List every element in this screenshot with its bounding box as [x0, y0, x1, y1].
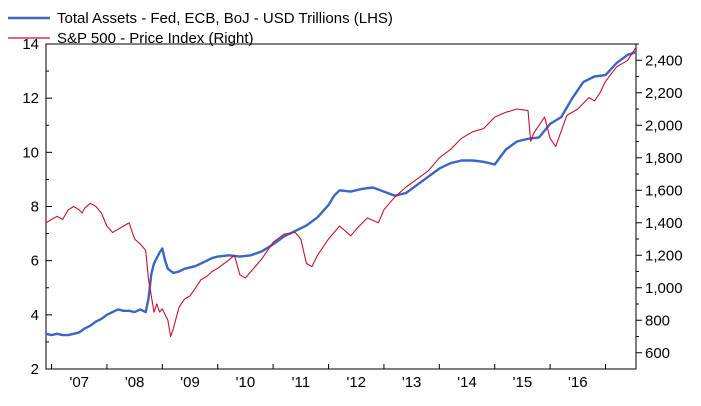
x-axis-tick-label: '12 [346, 374, 366, 391]
right-axis: 600 800 1,000 1,200 1,400 1,600 1,800 2,000 2,20… [636, 43, 683, 362]
series-line-sp500 [45, 47, 637, 338]
legend: Total Assets - Fed, ECB, BoJ - USD Trill… [8, 10, 393, 47]
series-layer [45, 47, 637, 338]
right-axis-tick-label: 1,400 [645, 215, 683, 232]
right-axis-tick-label: 1,800 [645, 150, 683, 167]
x-axis-tick-label: '14 [457, 374, 477, 391]
right-axis-tick-label: 1,200 [645, 247, 683, 264]
x-axis-tick-label: '09 [180, 374, 200, 391]
series-line-total-assets [45, 50, 637, 337]
left-axis-tick-label: 10 [22, 144, 39, 161]
x-axis: '07 '08 '09 '10 '11 '12 '13 '14 '15 '16 [51, 364, 607, 391]
right-axis-tick-label: 1,000 [645, 280, 683, 297]
left-axis-tick-label: 2 [31, 361, 39, 378]
plot-frame [45, 43, 637, 370]
x-axis-tick-label: '15 [513, 374, 533, 391]
right-axis-tick-label: 2,400 [645, 52, 683, 69]
x-axis-tick-label: '16 [568, 374, 588, 391]
left-axis-tick-label: 12 [22, 90, 39, 107]
right-axis-tick-label: 2,200 [645, 85, 683, 102]
right-axis-tick-label: 1,600 [645, 182, 683, 199]
x-axis-tick-label: '07 [69, 374, 89, 391]
right-axis-tick-label: 600 [645, 345, 670, 362]
left-axis: 2 4 6 8 10 12 14 [22, 36, 52, 378]
left-axis-tick-label: 14 [22, 36, 39, 53]
x-axis-tick-label: '13 [402, 374, 422, 391]
legend-label-total-assets: Total Assets - Fed, ECB, BoJ - USD Trill… [57, 10, 393, 27]
left-axis-tick-label: 6 [31, 253, 39, 270]
left-axis-tick-label: 4 [31, 307, 39, 324]
legend-label-sp500: S&P 500 - Price Index (Right) [57, 30, 253, 47]
x-axis-tick-label: '10 [236, 374, 256, 391]
right-axis-tick-label: 800 [645, 312, 670, 329]
right-axis-tick-label: 2,000 [645, 117, 683, 134]
left-axis-tick-label: 8 [31, 199, 39, 216]
x-axis-tick-label: '11 [292, 374, 310, 391]
x-axis-tick-label: '08 [125, 374, 145, 391]
